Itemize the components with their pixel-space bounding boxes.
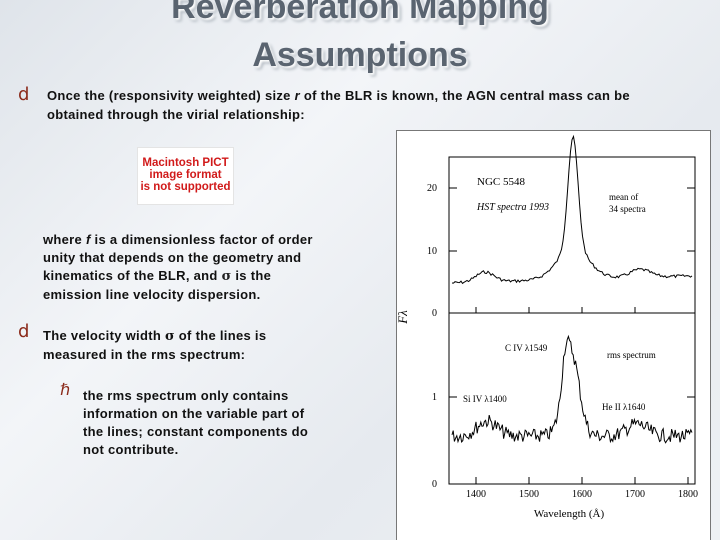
x-tick-label: 1500	[519, 489, 539, 500]
subbullet-icon: ℏ	[60, 380, 71, 399]
siiv-line-label: Si IV λ1400	[463, 394, 507, 404]
bullet1-line1-pre: Once the (responsivity weighted) size	[47, 88, 295, 103]
bullet2-sigma: σ	[165, 329, 175, 344]
hst-spectra-label: HST spectra 1993	[476, 202, 549, 213]
para-var-f: f	[85, 232, 91, 247]
mean-spectrum-curve	[451, 134, 693, 285]
para-line4: emission line velocity dispersion.	[43, 287, 261, 302]
bullet2-line2: measured in the rms spectrum:	[43, 347, 246, 362]
slide-title-line1: Reverberation Mapping	[171, 0, 549, 26]
virial-paragraph: where f is a dimensionless factor of ord…	[43, 231, 383, 304]
top-y-tick-label: 10	[427, 246, 437, 257]
pict-line2: image format	[149, 169, 222, 181]
para-line1-post: is a dimensionless factor of order	[90, 232, 313, 247]
bullet1-var-r: r	[294, 88, 300, 103]
y-axis-label: Fλ	[397, 310, 410, 325]
rms-spectrum-curve	[451, 334, 693, 444]
top-y-tick-label: 20	[427, 183, 437, 194]
bottom-y-tick-label: 1	[432, 392, 437, 403]
x-axis-label: Wavelength (Å)	[534, 508, 605, 520]
pict-line1: Macintosh PICT	[142, 157, 229, 169]
x-tick-label: 1400	[466, 489, 486, 500]
bullet-icon: d	[18, 321, 30, 342]
para-line1: where f is a dimensionless factor of ord…	[43, 231, 383, 249]
bullet2-line1: The velocity width σ of the lines is	[43, 327, 383, 346]
top-y-tick-marks	[449, 187, 695, 314]
subbullet-line1: the rms spectrum only contains	[83, 388, 289, 403]
bullet2-text: The velocity width σ of the lines is mea…	[43, 327, 383, 364]
subbullet-line3: the lines; constant components do	[83, 424, 309, 439]
x-tick-label: 1700	[625, 489, 645, 500]
para-line3-pre: kinematics of the BLR, and	[43, 268, 222, 283]
bullet1-line1: Once the (responsivity weighted) size r …	[47, 87, 630, 105]
para-line3: kinematics of the BLR, and σ is the	[43, 267, 383, 286]
spectra-count-label: 34 spectra	[609, 204, 646, 214]
bullet-icon: d	[18, 84, 30, 105]
pict-placeholder-image: Macintosh PICT image format is not suppo…	[137, 147, 234, 205]
bullet1-line2: obtained through the virial relationship…	[47, 107, 305, 122]
x-tick-marks	[475, 307, 689, 484]
bullet1-line1-post: of the BLR is known, the AGN central mas…	[299, 88, 630, 103]
x-tick-label: 1600	[572, 489, 592, 500]
bullet2-line1-pre: The velocity width	[43, 328, 165, 343]
subbullet-line2: information on the variable part of	[83, 406, 305, 421]
slide-title-line2: Assumptions	[252, 36, 468, 74]
bottom-panel-frame	[448, 312, 696, 485]
spectrum-figure: 20 10 0 1 0 1400 1500 16	[396, 130, 711, 540]
para-line3-post: is the	[231, 268, 272, 283]
bullet2-line1-post: of the lines is	[174, 328, 267, 343]
object-name-label: NGC 5548	[477, 176, 525, 188]
subbullet-text: the rms spectrum only contains informati…	[83, 387, 383, 459]
pict-line3: is not supported	[140, 181, 231, 193]
bottom-y-tick-label: 0	[432, 479, 437, 490]
para-sigma: σ	[221, 269, 232, 284]
heii-line-label: He II λ1640	[602, 402, 646, 412]
x-tick-label: 1800	[678, 489, 698, 500]
para-line2: unity that depends on the geometry and	[43, 250, 302, 265]
para-line1-pre: where	[43, 232, 86, 247]
mean-of-label: mean of	[609, 192, 638, 202]
civ-line-label: C IV λ1549	[505, 343, 548, 353]
subbullet-line4: not contribute.	[83, 442, 179, 457]
top-y-tick-label: 0	[432, 308, 437, 319]
rms-spectrum-label: rms spectrum	[607, 350, 656, 360]
spectrum-svg: 20 10 0 1 0 1400 1500 16	[397, 134, 698, 520]
